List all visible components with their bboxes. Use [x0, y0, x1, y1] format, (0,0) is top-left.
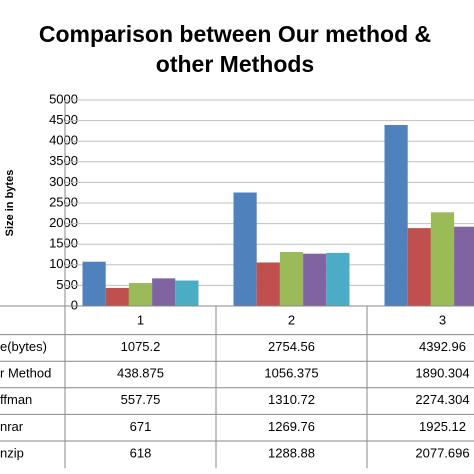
bar — [430, 212, 455, 306]
bar — [175, 280, 199, 306]
bar — [256, 262, 280, 306]
table-value: 1310.72 — [268, 392, 315, 407]
bar — [279, 251, 304, 306]
table-value: 2077.696 — [415, 445, 469, 460]
table-value: 4392.96 — [419, 339, 466, 354]
table-value: 557.75 — [121, 392, 161, 407]
chart-title: other Methods — [156, 51, 314, 77]
legend-label: r Method — [0, 366, 51, 381]
y-axis-label: Size in bytes — [4, 170, 16, 237]
chart-title: Comparison between Our method & — [39, 21, 431, 47]
y-tick-label: 1000 — [49, 256, 78, 271]
bar — [407, 228, 431, 306]
x-tick-label: 2 — [288, 312, 295, 327]
table-value: 438.875 — [117, 366, 164, 381]
table-value: 2754.56 — [268, 339, 315, 354]
y-tick-label: 4000 — [49, 133, 78, 148]
legend-label: e(bytes) — [0, 339, 47, 354]
y-tick-label: 3500 — [49, 153, 78, 168]
x-tick-label: 1 — [137, 312, 144, 327]
table-value: 1890.304 — [415, 366, 469, 381]
y-tick-label: 0 — [71, 297, 78, 312]
y-tick-label: 2500 — [49, 194, 78, 209]
legend-label: nzip — [0, 445, 24, 460]
bar — [384, 125, 408, 307]
table-value: 1269.76 — [268, 419, 315, 434]
y-tick-label: 3000 — [49, 174, 78, 189]
bar — [128, 283, 153, 306]
table-value: 618 — [130, 445, 152, 460]
bar — [326, 252, 350, 306]
y-tick-label: 5000 — [49, 91, 78, 106]
y-tick-label: 4500 — [49, 112, 78, 127]
table-value: 671 — [130, 419, 152, 434]
table-value: 1925.12 — [419, 419, 466, 434]
bar — [303, 253, 327, 306]
table-value: 1056.375 — [264, 366, 318, 381]
table-value: 1075.2 — [121, 339, 161, 354]
bar — [233, 192, 257, 306]
x-tick-label: 3 — [439, 312, 446, 327]
y-tick-label: 500 — [56, 277, 78, 292]
y-tick-label: 2000 — [49, 215, 78, 230]
bar — [82, 261, 106, 306]
legend-label: ffman — [0, 392, 32, 407]
y-tick-label: 1500 — [49, 236, 78, 251]
bar — [105, 287, 129, 306]
bar — [454, 226, 474, 306]
table-value: 1288.88 — [268, 445, 315, 460]
bar — [152, 278, 176, 306]
legend-label: nrar — [0, 419, 24, 434]
table-value: 2274.304 — [415, 392, 469, 407]
